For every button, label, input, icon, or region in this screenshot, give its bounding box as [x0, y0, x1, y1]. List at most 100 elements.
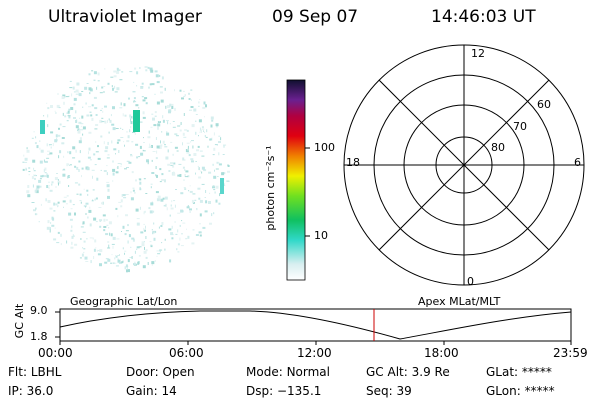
speckle-dot — [198, 135, 199, 137]
speckle-dot — [178, 163, 182, 165]
speckle-dot — [58, 127, 60, 130]
speckle-dot — [142, 265, 146, 269]
speckle-dot — [149, 145, 152, 148]
speckle-dot — [186, 228, 187, 230]
speckle-dot — [126, 140, 130, 143]
speckle-dot — [165, 105, 167, 109]
speckle-dot — [130, 191, 132, 194]
speckle-dot — [107, 247, 111, 249]
time-label-1800: 18:00 — [424, 346, 459, 360]
speckle-dot — [85, 213, 87, 215]
speckle-dot — [169, 214, 171, 217]
speckle-dot — [50, 146, 52, 149]
speckle-dot — [143, 178, 146, 180]
speckle-dot — [116, 141, 119, 144]
speckle-dot — [150, 244, 153, 246]
speckle-dot — [153, 237, 156, 241]
speckle-dot — [133, 97, 136, 100]
speckle-dot — [147, 161, 149, 165]
speckle-dot — [84, 86, 88, 90]
speckle-dot — [164, 144, 166, 146]
speckle-dot — [168, 228, 172, 231]
speckle-dot — [203, 101, 206, 105]
speckle-dot — [101, 86, 104, 89]
speckle-dot — [75, 93, 79, 95]
speckle-dot — [195, 131, 197, 135]
speckle-dot — [122, 128, 124, 130]
speckle-dot — [87, 193, 89, 196]
speckle-dot — [203, 169, 207, 172]
speckle-dot — [161, 242, 163, 244]
speckle-dot — [117, 139, 121, 142]
speckle-dot — [145, 249, 148, 252]
speckle-dot — [141, 241, 145, 243]
speckle-dot — [192, 145, 194, 149]
speckle-dot — [148, 86, 150, 89]
speckle-dot — [147, 262, 149, 265]
speckle-dot — [145, 256, 148, 259]
speckle-dot — [103, 218, 106, 222]
speckle-dot — [60, 243, 62, 246]
speckle-dot — [108, 131, 110, 134]
speckle-dot — [65, 96, 69, 98]
speckle-dot — [114, 257, 116, 260]
speckle-dot — [215, 185, 219, 189]
speckle-dot — [23, 154, 25, 157]
colorbar-tick-label-10: 10 — [314, 229, 328, 242]
speckle-dot — [40, 203, 42, 206]
speckle-dot — [63, 196, 67, 198]
speckle-dot — [170, 164, 174, 166]
speckle-dot — [144, 97, 148, 100]
speckle-dot — [76, 82, 80, 86]
speckle-dot — [115, 265, 119, 267]
speckle-dot — [140, 231, 144, 234]
speckle-dot — [146, 159, 149, 163]
speckle-dot — [100, 169, 102, 171]
speckle-dot — [156, 250, 160, 252]
speckle-dot — [151, 261, 155, 265]
speckle-dot — [53, 202, 56, 206]
speckle-dot — [171, 106, 174, 109]
speckle-dot — [134, 250, 136, 254]
speckle-dot — [212, 186, 215, 189]
speckle-dot — [71, 225, 73, 228]
speckle-dot — [67, 151, 69, 154]
speckle-dot — [132, 189, 135, 192]
speckle-dot — [174, 204, 176, 208]
speckle-dot — [62, 126, 66, 128]
speckle-dot — [32, 159, 36, 163]
speckle-dot — [82, 106, 84, 108]
speckle-dot — [33, 131, 35, 133]
speckle-dot — [210, 124, 213, 128]
speckle-dot — [213, 175, 217, 179]
time-label-1200: 12:00 — [297, 346, 332, 360]
speckle-dot — [148, 130, 150, 134]
speckle-dot — [82, 221, 85, 225]
speckle-dot — [136, 218, 140, 220]
speckle-dot — [93, 256, 95, 259]
speckle-dot — [136, 85, 138, 87]
speckle-dot — [205, 200, 208, 204]
speckle-dot — [119, 107, 123, 109]
speckle-dot — [57, 134, 61, 137]
speckle-dot — [45, 198, 47, 202]
speckle-dot — [157, 126, 159, 130]
speckle-dot — [117, 166, 119, 169]
speckle-dot — [204, 116, 205, 118]
speckle-dot — [46, 226, 50, 230]
speckle-dot — [140, 86, 144, 89]
status-ip-value: 36.0 — [26, 384, 54, 398]
speckle-dot — [210, 116, 214, 120]
speckle-dot — [83, 240, 86, 243]
speckle-dot — [142, 99, 146, 102]
speckle-dot — [148, 207, 151, 210]
speckle-dot — [191, 124, 195, 128]
speckle-dot — [156, 145, 160, 149]
speckle-dot — [70, 107, 74, 110]
speckle-dot — [107, 141, 109, 145]
speckle-dot — [142, 116, 146, 119]
speckle-dot — [89, 111, 92, 113]
speckle-dot — [195, 114, 198, 115]
